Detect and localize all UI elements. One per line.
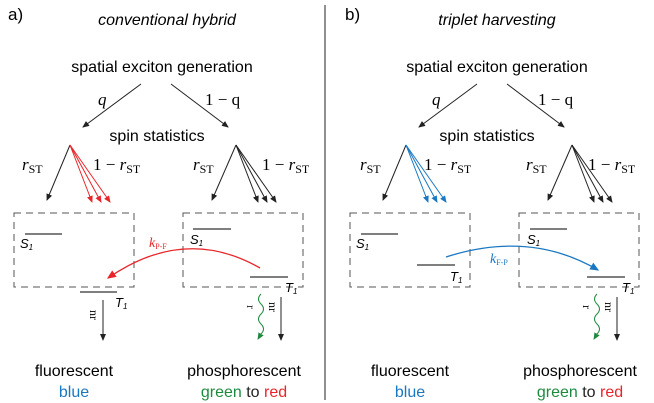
svg-text:T1: T1 [285, 280, 297, 296]
generation-label: spatial exciton generation [71, 59, 252, 76]
panel-b-title: triplet harvesting [438, 12, 555, 29]
svg-text:1 − rST: 1 − rST [424, 155, 472, 176]
q-label: q [432, 90, 441, 109]
generation-label: spatial exciton generation [406, 59, 587, 76]
phosphorescent-label: phosphorescent [523, 363, 637, 380]
phosphorescent-color: green to red [537, 384, 623, 401]
one-minus-q-label: 1 − q [538, 90, 574, 109]
s1-label: S1 [20, 236, 33, 252]
svg-text:rST: rST [526, 155, 547, 176]
svg-text:T1: T1 [115, 295, 127, 311]
panel-a: a) conventional hybrid spatial exciton g… [8, 5, 310, 401]
svg-text:1 − rST: 1 − rST [588, 155, 636, 176]
phosphorescent-label: phosphorescent [187, 363, 301, 380]
phosphorescent-color: green to red [201, 384, 287, 401]
panel-b-label: b) [345, 5, 360, 24]
svg-text:r: r [244, 305, 258, 309]
svg-text:S1: S1 [190, 232, 203, 248]
svg-text:T1: T1 [622, 280, 634, 296]
panel-a-title: conventional hybrid [98, 12, 237, 29]
transfer-rate-label: kF-P [490, 252, 508, 267]
svg-text:T1: T1 [450, 269, 462, 285]
svg-text:rST: rST [193, 155, 214, 176]
fluorescent-color: blue [59, 384, 89, 401]
transfer-arrow [106, 248, 261, 279]
svg-text:nr: nr [87, 310, 101, 320]
svg-text:nr: nr [602, 302, 616, 312]
transfer-arrow [445, 245, 600, 271]
q-label: q [98, 90, 107, 109]
svg-text:1 − rST: 1 − rST [262, 155, 310, 176]
transfer-rate-label: kP-F [149, 236, 167, 251]
fluorescent-box [13, 212, 135, 288]
phosphorescent-box [182, 212, 304, 288]
spin-statistics-label: spin statistics [439, 128, 534, 145]
one-minus-q-label: 1 − q [205, 90, 241, 109]
panel-b: b) triplet harvesting spatial exciton ge… [345, 5, 640, 401]
fluorescent-label: fluorescent [35, 363, 114, 380]
svg-text:nr: nr [266, 302, 280, 312]
r-st-label: rST [22, 155, 43, 176]
svg-text:r: r [580, 305, 594, 309]
fluorescent-color: blue [395, 384, 425, 401]
one-minus-r-st-label: 1 − rST [93, 155, 141, 176]
panel-a-label: a) [8, 5, 23, 24]
spin-statistics-label: spin statistics [109, 128, 204, 145]
svg-text:S1: S1 [527, 232, 540, 248]
svg-text:S1: S1 [356, 236, 369, 252]
svg-text:rST: rST [360, 155, 381, 176]
fluorescent-label: fluorescent [371, 363, 450, 380]
phosphorescent-box [518, 212, 640, 288]
